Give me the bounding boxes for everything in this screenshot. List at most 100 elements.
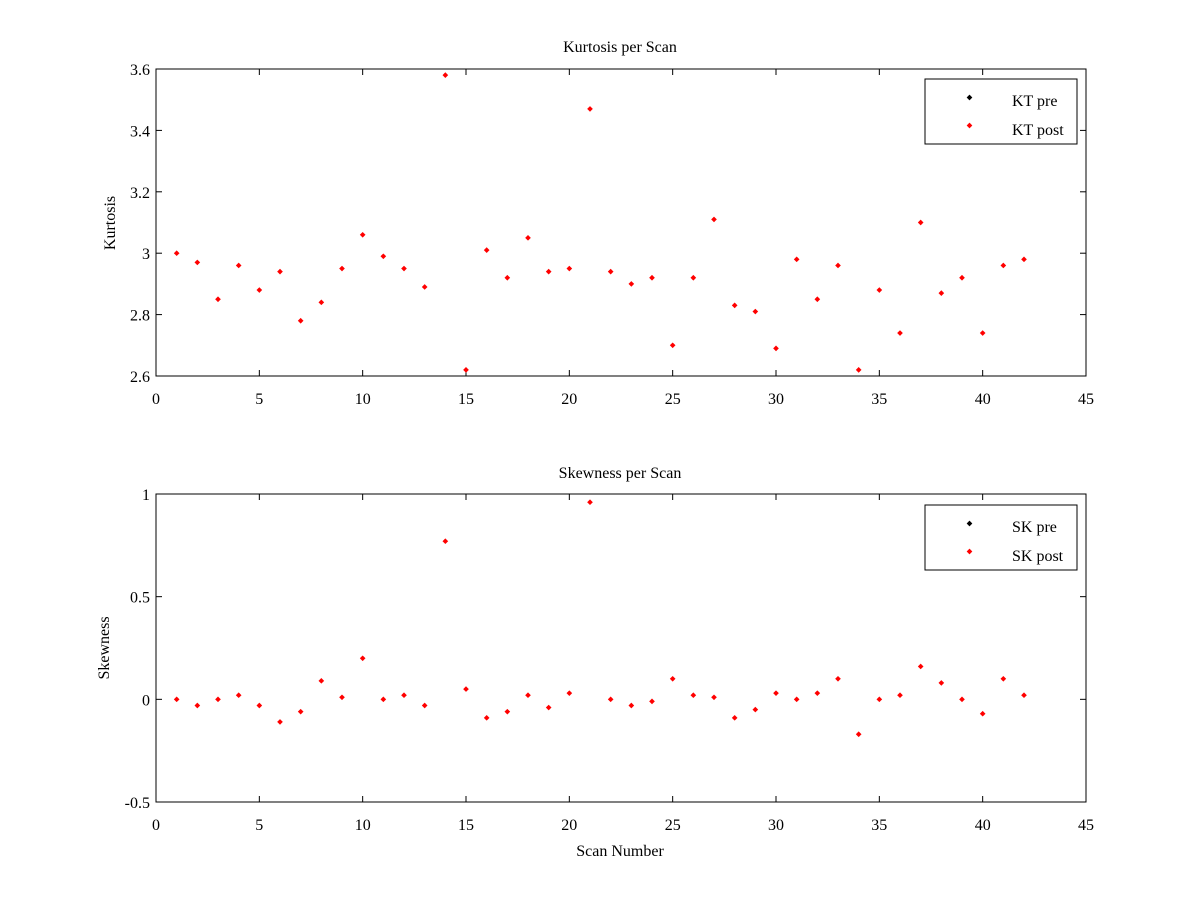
skewness-legend-label-post: SK post [1012, 548, 1064, 565]
kurtosis-data-point [793, 256, 800, 263]
kurtosis-data-point [235, 262, 242, 269]
kurtosis-data-point [690, 274, 697, 281]
kurtosis-data-point [442, 72, 449, 78]
skewness-legend: SK pre SK post [924, 504, 1078, 571]
kurtosis-data-point [711, 216, 717, 223]
skewness-y-tick-label: 1 [142, 487, 150, 504]
skewness-data-point [256, 702, 263, 709]
kurtosis-data-point [628, 281, 635, 287]
skewness-data-point [566, 690, 573, 697]
skewness-data-point [1000, 675, 1007, 682]
kurtosis-y-tick-label: 2.8 [130, 308, 150, 325]
skewness-x-ticks: 0 5 10 15 20 25 30 35 40 45 [152, 817, 1094, 834]
skewness-data-point [587, 499, 593, 506]
kurtosis-x-tick-label: 10 [355, 391, 371, 408]
kurtosis-data-point [607, 268, 614, 275]
skewness-data-point [318, 678, 325, 684]
kurtosis-data-point [938, 290, 945, 296]
skewness-data-point [669, 675, 676, 682]
kurtosis-data-point [297, 317, 304, 324]
skewness-y-tick-label: 0.5 [130, 590, 150, 607]
skewness-data-point [277, 719, 283, 725]
kurtosis-data-point [256, 287, 263, 293]
skewness-legend-marker-post [966, 548, 973, 555]
kurtosis-data-point [835, 262, 841, 269]
kurtosis-points [173, 72, 1027, 373]
kurtosis-x-tick-label: 15 [458, 391, 474, 408]
skewness-y-axis-label: Skewness [96, 616, 113, 679]
skewness-plot-frame [155, 493, 1087, 803]
skewness-panel: Skewness per Scan Skewness Scan Number 0… [96, 465, 1094, 860]
skewness-data-point [463, 686, 469, 692]
skewness-data-point [442, 538, 449, 545]
kurtosis-data-point [359, 231, 366, 238]
skewness-x-tick-label: 30 [768, 817, 784, 834]
skewness-data-point [235, 692, 242, 699]
kurtosis-plot-frame [155, 68, 1087, 377]
skewness-x-tick-label: 20 [561, 817, 577, 834]
kurtosis-data-point [421, 284, 428, 290]
kurtosis-legend-label-pre: KT pre [1012, 93, 1057, 110]
skewness-data-point [173, 696, 180, 703]
skewness-legend-marker-pre [966, 520, 973, 527]
kurtosis-data-point [979, 330, 986, 336]
skewness-data-point [215, 696, 221, 703]
kurtosis-y-tick-label: 3.4 [130, 123, 150, 140]
kurtosis-y-tick-label: 3.6 [130, 62, 150, 79]
kurtosis-data-point [173, 250, 180, 257]
skewness-data-point [917, 663, 924, 670]
kurtosis-data-point [566, 265, 573, 272]
kurtosis-data-point [215, 296, 221, 303]
kurtosis-data-point [1000, 262, 1007, 269]
skewness-data-point [649, 698, 655, 705]
kurtosis-data-point [401, 265, 407, 272]
kurtosis-data-point [1021, 256, 1027, 263]
kurtosis-data-point [504, 274, 511, 281]
kurtosis-data-point [773, 345, 779, 352]
kurtosis-data-point [876, 287, 883, 293]
skewness-data-point [876, 696, 883, 703]
skewness-x-tick-label: 15 [458, 817, 474, 834]
skewness-data-point [711, 694, 717, 701]
skewness-data-point [938, 680, 945, 686]
skewness-legend-box [924, 504, 1078, 571]
skewness-data-point [504, 708, 511, 715]
kurtosis-data-point [545, 268, 552, 275]
skewness-x-tick-label: 35 [871, 817, 887, 834]
kurtosis-x-tick-label: 25 [665, 391, 681, 408]
kurtosis-x-tick-label: 30 [768, 391, 784, 408]
skewness-data-point [814, 690, 821, 697]
kurtosis-x-tick-label: 20 [561, 391, 577, 408]
skewness-data-point [607, 696, 614, 703]
skewness-data-point [297, 708, 304, 715]
skewness-data-point [401, 692, 407, 699]
kurtosis-panel: Kurtosis per Scan Kurtosis 0 5 10 15 20 … [102, 39, 1094, 408]
skewness-data-point [628, 702, 635, 709]
skewness-data-point [1021, 692, 1027, 699]
skewness-data-point [731, 714, 738, 721]
skewness-data-point [835, 675, 841, 682]
kurtosis-data-point [669, 342, 676, 349]
skewness-data-point [773, 690, 779, 697]
skewness-data-point [339, 694, 345, 701]
kurtosis-x-tick-label: 0 [152, 391, 160, 408]
skewness-data-point [752, 706, 759, 713]
skewness-data-point [483, 714, 490, 721]
kurtosis-data-point [917, 219, 924, 226]
skewness-x-tick-label: 25 [665, 817, 681, 834]
skewness-data-point [979, 710, 986, 717]
kurtosis-y-tick-label: 3.2 [130, 185, 150, 202]
kurtosis-data-point [483, 247, 490, 253]
skewness-x-tick-label: 10 [355, 817, 371, 834]
kurtosis-data-point [463, 367, 469, 373]
skewness-x-tick-label: 40 [975, 817, 991, 834]
skewness-data-point [959, 696, 965, 703]
skewness-title: Skewness per Scan [559, 465, 682, 482]
kurtosis-y-ticks: 2.6 2.8 3 3.2 3.4 3.6 [130, 62, 150, 386]
kurtosis-data-point [814, 296, 821, 303]
skewness-points [173, 499, 1027, 738]
kurtosis-data-point [587, 106, 593, 112]
kurtosis-data-point [855, 367, 862, 373]
skewness-data-point [545, 704, 552, 711]
